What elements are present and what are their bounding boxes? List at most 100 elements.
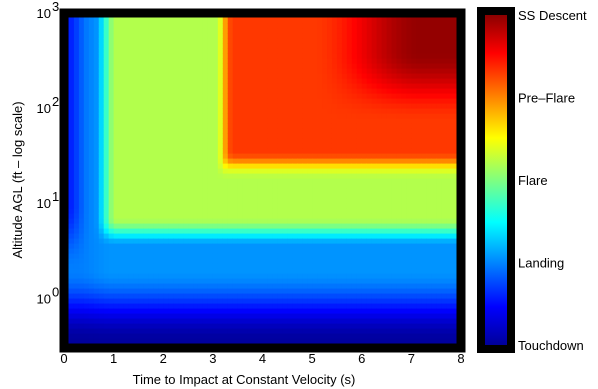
heatmap-cell (346, 323, 353, 329)
heatmap-cell (411, 203, 417, 209)
heatmap-cell (356, 158, 363, 164)
heatmap-cell (346, 53, 353, 59)
heatmap-cell (68, 278, 75, 284)
heatmap-cell (322, 193, 328, 199)
heatmap-cell (138, 103, 144, 109)
heatmap-cell (108, 148, 115, 154)
heatmap-cell (317, 143, 323, 149)
heatmap-cell (356, 103, 363, 109)
heatmap-cell (376, 123, 383, 129)
heatmap-cell (103, 183, 110, 189)
heatmap-cell (108, 278, 115, 284)
heatmap-cell (202, 123, 209, 129)
heatmap-cell (262, 58, 269, 64)
heatmap-cell (163, 73, 169, 79)
heatmap-cell (83, 233, 90, 239)
heatmap-cell (267, 63, 274, 69)
heatmap-cell (173, 198, 179, 204)
heatmap-cell (123, 138, 130, 144)
heatmap-cell (277, 183, 283, 189)
heatmap-cell (346, 273, 353, 279)
heatmap-cell (401, 23, 408, 29)
heatmap-cell (277, 203, 283, 209)
heatmap-cell (207, 158, 214, 164)
heatmap-cell (322, 223, 328, 229)
heatmap-cell (188, 93, 194, 99)
heatmap-cell (376, 143, 383, 149)
heatmap-cell (168, 88, 174, 94)
heatmap-cell (227, 298, 234, 304)
heatmap-cell (118, 23, 125, 29)
heatmap-cell (327, 333, 333, 339)
heatmap-cell (78, 168, 85, 174)
heatmap-cell (386, 78, 393, 84)
heatmap-cell (361, 58, 368, 64)
heatmap-cell (83, 178, 90, 184)
heatmap-cell (217, 308, 224, 314)
heatmap-cell (222, 268, 229, 274)
heatmap-cell (312, 198, 318, 204)
heatmap-cell (277, 188, 283, 194)
heatmap-cell (267, 183, 274, 189)
heatmap-cell (262, 108, 269, 114)
heatmap-cell (217, 248, 224, 254)
heatmap-cell (68, 38, 75, 44)
heatmap-cell (128, 218, 135, 224)
heatmap-cell (386, 98, 393, 104)
heatmap-cell (336, 78, 343, 84)
heatmap-cell (252, 198, 259, 204)
heatmap-cell (247, 73, 254, 79)
heatmap-cell (416, 253, 422, 259)
heatmap-cell (207, 123, 214, 129)
heatmap-cell (287, 18, 293, 24)
heatmap-cell (68, 193, 75, 199)
heatmap-cell (242, 98, 249, 104)
heatmap-cell (356, 143, 363, 149)
heatmap-cell (356, 118, 363, 124)
heatmap-cell (287, 303, 293, 309)
heatmap-cell (277, 148, 283, 154)
heatmap-cell (302, 273, 308, 279)
heatmap-cell (158, 148, 164, 154)
heatmap-cell (68, 148, 75, 154)
heatmap-cell (168, 73, 174, 79)
heatmap-cell (346, 223, 353, 229)
heatmap-cell (78, 258, 85, 264)
heatmap-cell (138, 308, 144, 314)
heatmap-cell (312, 323, 318, 329)
heatmap-cell (292, 73, 298, 79)
heatmap-cell (297, 203, 303, 209)
heatmap-cell (282, 328, 288, 334)
heatmap-cell (366, 23, 373, 29)
heatmap-cell (336, 33, 343, 39)
heatmap-cell (217, 113, 224, 119)
heatmap-cell (197, 68, 204, 74)
heatmap-cell (317, 43, 323, 49)
heatmap-cell (123, 23, 130, 29)
heatmap-cell (267, 278, 274, 284)
heatmap-cell (133, 263, 140, 269)
heatmap-cell (346, 243, 353, 249)
heatmap-cell (426, 208, 432, 214)
heatmap-cell (158, 278, 164, 284)
heatmap-cell (401, 78, 408, 84)
heatmap-cell (391, 313, 398, 319)
heatmap-cell (148, 263, 154, 269)
heatmap-cell (153, 58, 159, 64)
heatmap-cell (391, 68, 398, 74)
heatmap-cell (183, 258, 189, 264)
heatmap-cell (317, 288, 323, 294)
heatmap-cell (331, 268, 338, 274)
heatmap-cell (396, 28, 403, 34)
heatmap-cell (108, 158, 115, 164)
heatmap-cell (178, 263, 184, 269)
heatmap-cell (158, 88, 164, 94)
heatmap-cell (376, 173, 383, 179)
heatmap-cell (178, 158, 184, 164)
heatmap-cell (168, 43, 174, 49)
heatmap-cell (366, 173, 373, 179)
heatmap-cell (93, 123, 100, 129)
heatmap-cell (421, 268, 427, 274)
heatmap-cell (197, 328, 204, 334)
heatmap-cell (143, 78, 149, 84)
